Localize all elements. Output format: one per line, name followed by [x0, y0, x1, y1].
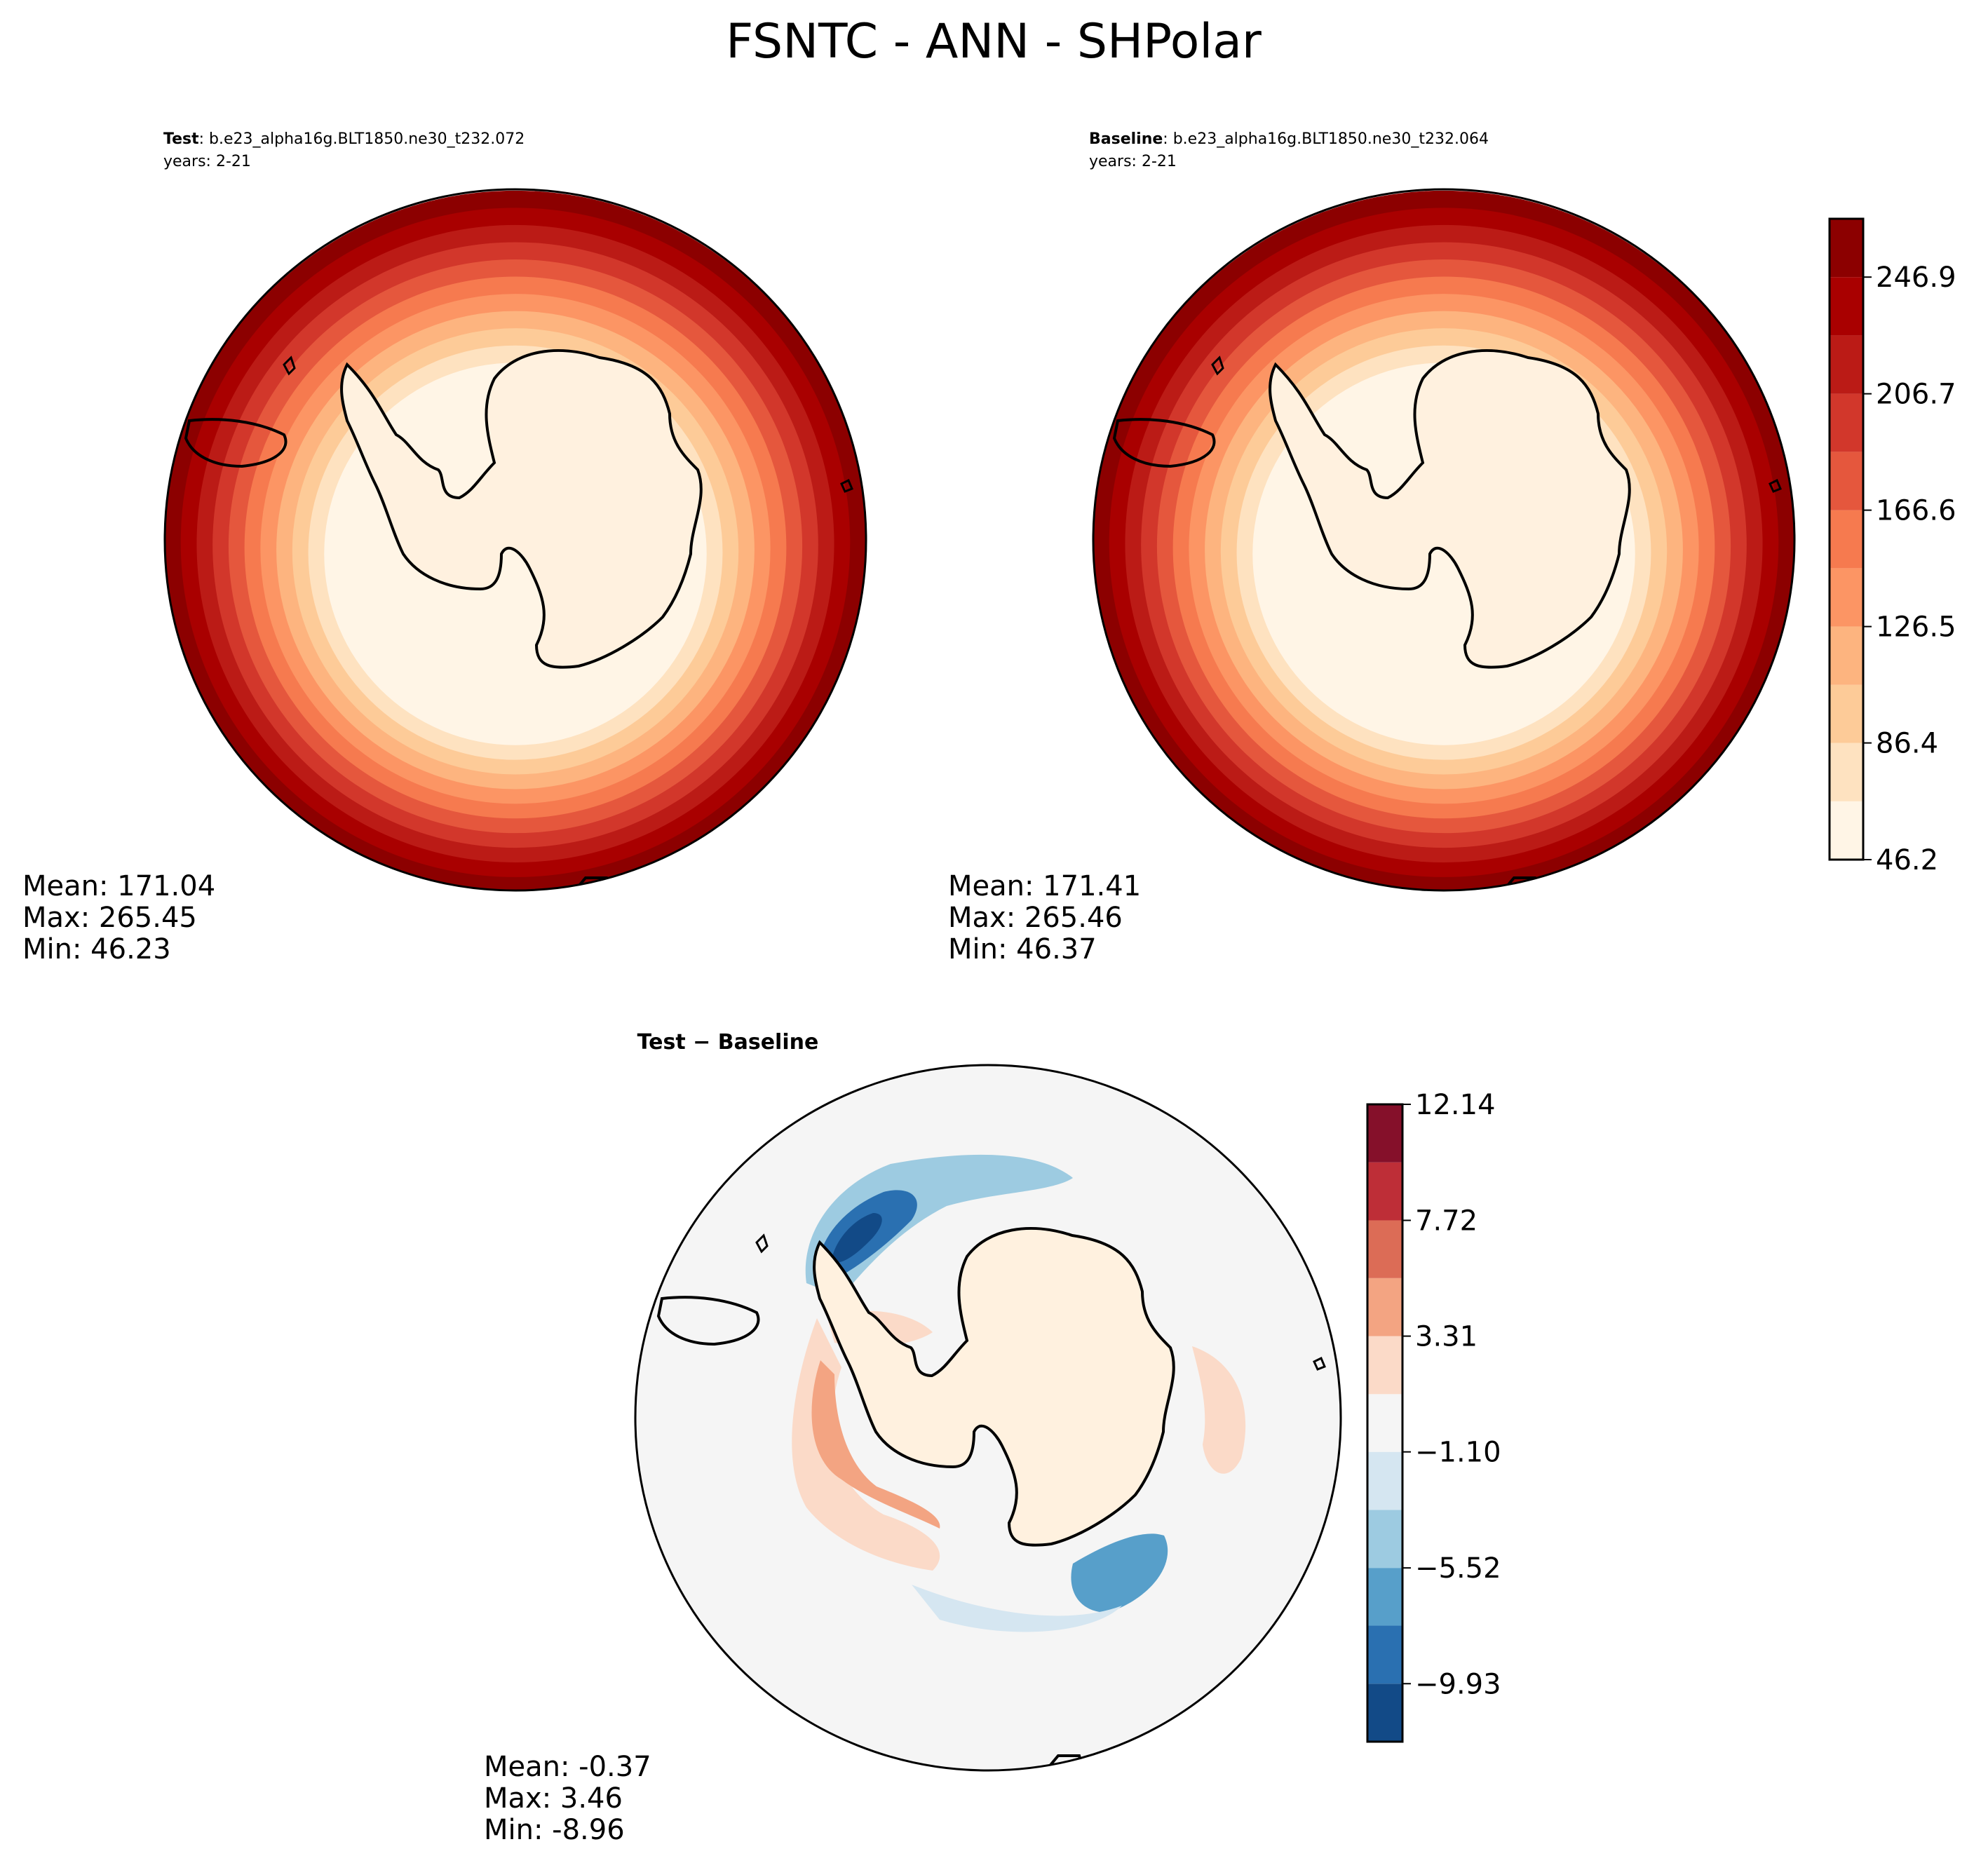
colorbar-tick-label-3: 166.6 — [1876, 495, 1956, 527]
difference-panel: Test − Baseline Mean: -0.37 Max: 3.46 Mi… — [484, 1030, 1342, 1846]
diff-colorbar-swatch-7 — [1367, 1278, 1402, 1336]
test-map — [165, 190, 866, 890]
diff-colorbar-tick-label-5: 12.14 — [1415, 1089, 1496, 1121]
colorbar-swatch-4 — [1830, 568, 1863, 627]
diff-colorbar-tick-label-0: −9.93 — [1415, 1668, 1501, 1700]
test-years: years: 2-21 — [163, 153, 251, 170]
diff-colorbar-swatch-5 — [1367, 1394, 1402, 1452]
baseline-label-bold: Baseline — [1089, 130, 1163, 148]
difference-colorbar: −9.93 −5.52 −1.10 3.31 7.72 12.14 — [1366, 1089, 1501, 1743]
diff-colorbar-swatch-0 — [1367, 1683, 1402, 1742]
diff-colorbar-swatch-2 — [1367, 1568, 1402, 1626]
test-label-bold: Test — [163, 130, 199, 148]
diff-colorbar-frame — [1366, 1103, 1404, 1743]
diff-colorbar-tick-label-4: 7.72 — [1415, 1205, 1478, 1237]
test-panel: Test: b.e23_alpha16g.BLT1850.ne30_t232.0… — [22, 130, 867, 966]
baseline-label: Baseline: b.e23_alpha16g.BLT1850.ne30_t2… — [1089, 130, 1489, 148]
diff-colorbar-tick-label-3: 3.31 — [1415, 1321, 1478, 1353]
colorbar-tick-label-4: 206.7 — [1876, 379, 1956, 411]
figure-title: FSNTC - ANN - SHPolar — [726, 14, 1262, 69]
test-mean: Mean: 171.04 — [22, 870, 215, 902]
diff-colorbar-swatch-6 — [1367, 1336, 1402, 1395]
test-map-border — [163, 188, 867, 892]
diff-colorbar-swatch-3 — [1367, 1510, 1402, 1569]
baseline-mean: Mean: 171.41 — [948, 870, 1141, 902]
anomaly-positive-inner — [811, 1360, 940, 1529]
colorbar-frame — [1828, 217, 1865, 861]
baseline-max: Max: 265.46 — [948, 902, 1123, 934]
colorbar-swatch-3 — [1830, 626, 1863, 685]
baseline-panel: Baseline: b.e23_alpha16g.BLT1850.ne30_t2… — [948, 130, 1796, 966]
test-min: Min: 46.23 — [22, 933, 171, 966]
diff-colorbar-tick-label-2: −1.10 — [1415, 1437, 1501, 1469]
difference-mean: Mean: -0.37 — [484, 1751, 651, 1783]
diff-colorbar-swatch-8 — [1367, 1220, 1402, 1278]
difference-min: Min: -8.96 — [484, 1814, 625, 1846]
colorbar-swatch-10 — [1830, 219, 1863, 278]
baseline-years: years: 2-21 — [1089, 153, 1177, 170]
shared-colorbar: 46.2 86.4 126.5 166.6 206.7 246.9 — [1828, 217, 1956, 876]
diff-colorbar-tick-label-1: −5.52 — [1415, 1552, 1501, 1585]
difference-label: Test − Baseline — [637, 1030, 819, 1055]
baseline-label-rest: : b.e23_alpha16g.BLT1850.ne30_t232.064 — [1163, 130, 1489, 148]
baseline-map-border — [1092, 188, 1796, 892]
baseline-min: Min: 46.37 — [948, 933, 1097, 966]
colorbar-tick-label-0: 46.2 — [1876, 844, 1938, 876]
difference-max: Max: 3.46 — [484, 1782, 623, 1815]
anomaly-positive-east — [1192, 1346, 1246, 1474]
baseline-map — [1093, 190, 1794, 890]
difference-map — [635, 1065, 1341, 1770]
colorbar-tick-label-5: 246.9 — [1876, 262, 1956, 294]
anomaly-negative-ross — [1071, 1533, 1168, 1613]
colorbar-swatch-6 — [1830, 452, 1863, 510]
test-label-rest: : b.e23_alpha16g.BLT1850.ne30_t232.072 — [199, 130, 525, 148]
anomaly-negative-core — [831, 1213, 882, 1263]
colorbar-tick-label-1: 86.4 — [1876, 728, 1938, 760]
colorbar-swatch-1 — [1830, 743, 1863, 801]
colorbar-swatch-8 — [1830, 335, 1863, 394]
diff-colorbar-swatch-10 — [1367, 1104, 1402, 1163]
anomaly-negative-ring — [912, 1585, 1122, 1632]
colorbar-swatch-7 — [1830, 393, 1863, 452]
anomaly-negative-outer — [805, 1154, 1073, 1297]
test-label: Test: b.e23_alpha16g.BLT1850.ne30_t232.0… — [163, 130, 525, 148]
test-max: Max: 265.45 — [22, 902, 197, 934]
difference-map-border — [634, 1064, 1342, 1772]
colorbar-swatch-5 — [1830, 510, 1863, 569]
colorbar-swatch-9 — [1830, 277, 1863, 336]
diff-colorbar-swatch-1 — [1367, 1625, 1402, 1684]
diff-colorbar-swatch-4 — [1367, 1451, 1402, 1510]
diff-colorbar-swatch-9 — [1367, 1162, 1402, 1221]
colorbar-swatch-0 — [1830, 801, 1863, 860]
colorbar-tick-label-2: 126.5 — [1876, 611, 1956, 644]
colorbar-swatch-2 — [1830, 684, 1863, 743]
